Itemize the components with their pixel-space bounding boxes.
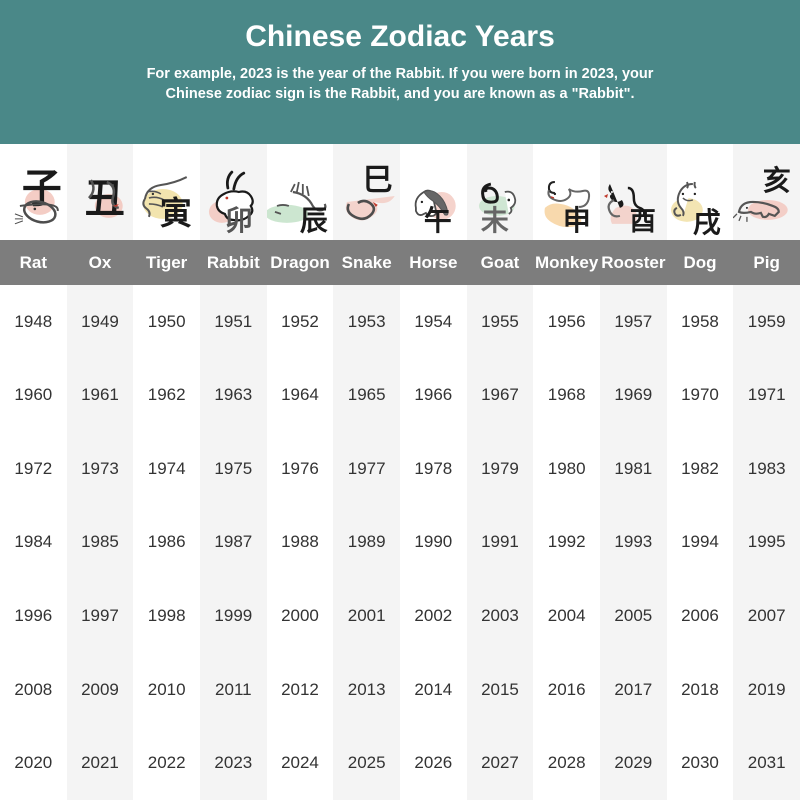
svg-text:申: 申: [563, 205, 591, 236]
svg-text:戌: 戌: [693, 207, 721, 238]
svg-text:午: 午: [424, 205, 452, 236]
svg-text:酉: 酉: [630, 208, 656, 236]
svg-text:巳: 巳: [363, 164, 393, 197]
svg-text:辰: 辰: [299, 205, 327, 236]
svg-text:丑: 丑: [85, 177, 125, 221]
svg-text:寅: 寅: [160, 195, 192, 231]
svg-text:未: 未: [481, 205, 509, 236]
svg-text:亥: 亥: [763, 164, 791, 196]
svg-text:卯: 卯: [225, 205, 253, 236]
